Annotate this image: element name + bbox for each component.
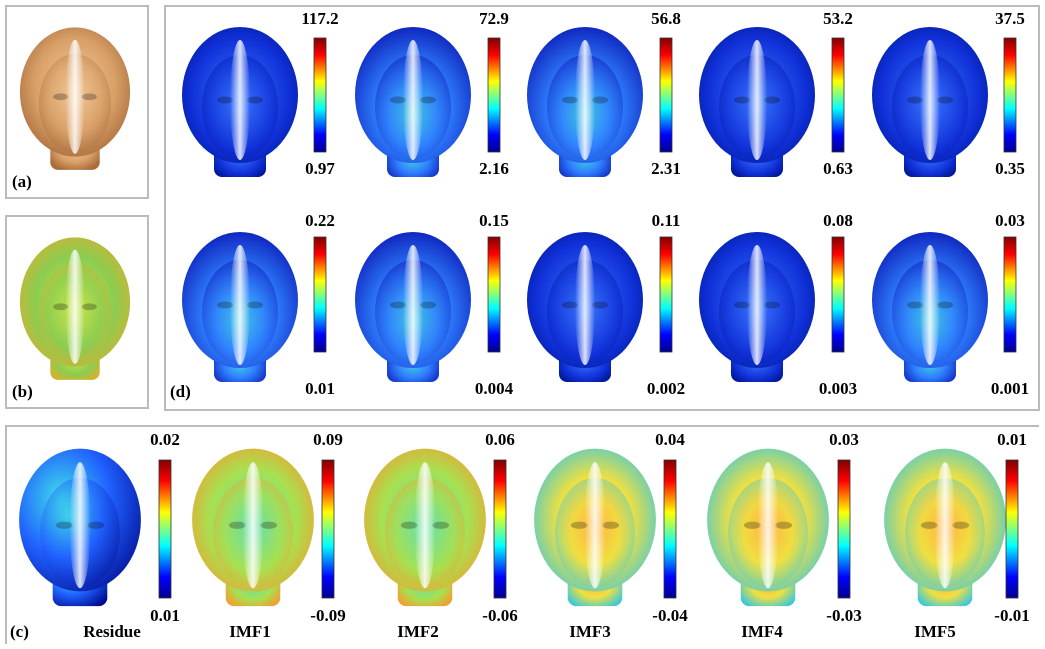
component-name: IMF3 [569, 622, 611, 641]
panel-label: (d) [170, 382, 191, 401]
colorbar-max: 0.03 [829, 430, 859, 449]
colorbar-max: 0.22 [305, 211, 335, 230]
colorbar-max: 72.9 [479, 9, 509, 28]
colorbar-min: -0.03 [826, 606, 861, 625]
colorbar-max: 56.8 [651, 9, 681, 28]
colorbar [159, 460, 171, 598]
highlight [415, 462, 436, 588]
highlight [230, 40, 250, 160]
component-name: IMF2 [397, 622, 439, 641]
colorbar [664, 460, 676, 598]
colorbar-min: 0.002 [647, 379, 685, 398]
colorbar-min: 0.001 [991, 379, 1029, 398]
colorbar-max: 0.03 [995, 211, 1025, 230]
colorbar-min: 2.16 [479, 159, 509, 178]
component-name: IMF1 [229, 622, 271, 641]
colorbar-max: 0.15 [479, 211, 509, 230]
colorbar-min: 0.63 [823, 159, 853, 178]
colorbar [494, 460, 506, 598]
colorbar-min: 0.35 [995, 159, 1025, 178]
highlight [585, 462, 606, 588]
colorbar-max: 0.02 [150, 430, 180, 449]
highlight [747, 40, 767, 160]
colorbar-min: 0.01 [150, 606, 180, 625]
colorbar [488, 38, 500, 152]
colorbar-max: 37.5 [995, 9, 1025, 28]
colorbar-min: 0.97 [305, 159, 335, 178]
colorbar-max: 0.06 [485, 430, 515, 449]
colorbar [1006, 460, 1018, 598]
panel-label: (b) [12, 382, 33, 401]
highlight [920, 245, 940, 365]
colorbar-max: 0.01 [997, 430, 1027, 449]
colorbar-min: 0.003 [819, 379, 857, 398]
highlight [935, 462, 956, 588]
component-name: IMF5 [914, 622, 956, 641]
highlight [66, 40, 85, 154]
colorbar-min: 0.01 [305, 379, 335, 398]
colorbar-min: 0.004 [475, 379, 514, 398]
colorbar-max: 0.09 [313, 430, 343, 449]
figure: (a) (b) (d) (c) 117.2 0.97 72.9 2.16 56.8 2.3… [0, 0, 1045, 649]
colorbar [322, 460, 334, 598]
colorbar [660, 38, 672, 152]
highlight [920, 40, 940, 160]
colorbar [488, 237, 500, 352]
highlight [575, 40, 595, 160]
panel-label: (c) [10, 622, 29, 641]
colorbar-min: 2.31 [651, 159, 681, 178]
highlight [66, 250, 85, 364]
colorbar [838, 460, 850, 598]
colorbar-max: 0.04 [655, 430, 685, 449]
highlight [403, 40, 423, 160]
colorbar [832, 237, 844, 352]
colorbar [660, 237, 672, 352]
colorbar-min: -0.09 [310, 606, 345, 625]
colorbar-max: 0.11 [652, 211, 681, 230]
colorbar-min: -0.01 [994, 606, 1029, 625]
colorbar-max: 0.08 [823, 211, 853, 230]
component-name: Residue [83, 622, 141, 641]
highlight [747, 245, 767, 365]
highlight [758, 462, 779, 588]
component-name: IMF4 [741, 622, 783, 641]
highlight [70, 462, 91, 588]
panel-label: (a) [12, 172, 32, 191]
highlight [230, 245, 250, 365]
colorbar [314, 38, 326, 152]
colorbar [832, 38, 844, 152]
highlight [575, 245, 595, 365]
highlight [243, 462, 264, 588]
colorbar-max: 117.2 [301, 9, 338, 28]
colorbar-min: -0.04 [652, 606, 688, 625]
colorbar [1004, 38, 1016, 152]
colorbar [1004, 237, 1016, 352]
colorbar-min: -0.06 [482, 606, 517, 625]
highlight [403, 245, 423, 365]
colorbar-max: 53.2 [823, 9, 853, 28]
colorbar [314, 237, 326, 352]
